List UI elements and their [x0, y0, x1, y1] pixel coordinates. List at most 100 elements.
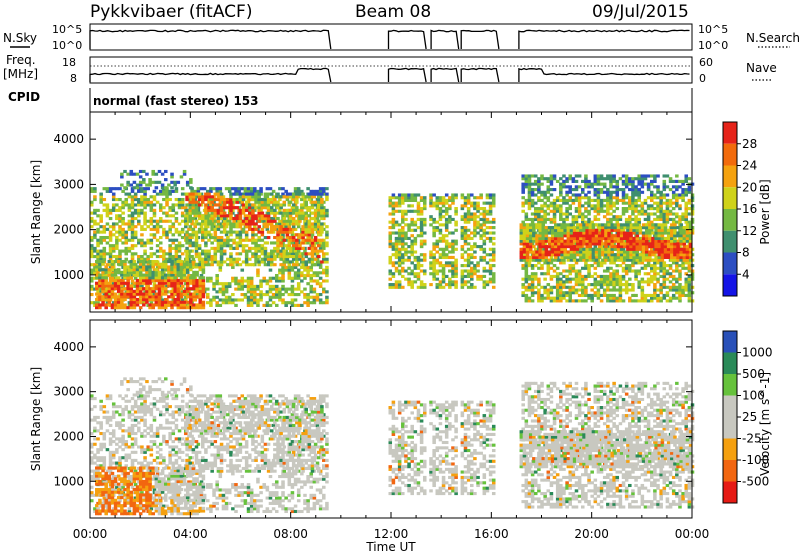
- power-cell: [232, 257, 236, 261]
- power-cell: [577, 198, 582, 202]
- power-cell: [98, 292, 102, 296]
- power-cell: [637, 196, 641, 200]
- power-cell: [160, 306, 165, 310]
- power-cell: [407, 223, 411, 227]
- power-cell: [201, 295, 206, 299]
- power-cell: [266, 200, 271, 204]
- power-cell: [485, 209, 490, 213]
- power-cell: [488, 220, 493, 224]
- power-cell: [441, 272, 446, 276]
- power-cell: [562, 220, 566, 224]
- power-cell: [291, 222, 296, 226]
- power-cell: [301, 260, 305, 264]
- power-cell: [325, 197, 329, 202]
- power-cell: [470, 253, 474, 257]
- power-cell: [132, 180, 137, 184]
- power-cell: [441, 253, 446, 257]
- power-cell: [287, 241, 292, 245]
- power-cell: [606, 274, 610, 279]
- power-cell: [207, 200, 211, 204]
- power-cell: [174, 187, 179, 191]
- power-cell: [391, 272, 396, 276]
- power-cell: [388, 226, 393, 230]
- power-cell: [571, 177, 576, 181]
- power-cell: [126, 295, 130, 299]
- power-cell: [322, 227, 326, 231]
- power-cell: [549, 274, 554, 279]
- power-cell: [237, 200, 241, 204]
- power-cell: [562, 291, 566, 295]
- power-cell: [266, 219, 271, 223]
- power-cell: [482, 258, 487, 262]
- power-cell: [238, 197, 243, 202]
- power-cell: [160, 292, 165, 296]
- power-cell: [488, 253, 493, 257]
- power-cell: [179, 262, 184, 266]
- power-cell: [555, 255, 560, 260]
- power-cell: [234, 279, 238, 283]
- power-cell: [460, 196, 465, 200]
- power-cell: [167, 284, 171, 288]
- power-cell: [158, 189, 163, 193]
- power-cell: [391, 209, 396, 213]
- power-cell: [266, 206, 271, 210]
- power-cell: [133, 276, 138, 280]
- power-cell: [606, 293, 610, 298]
- power-cell: [90, 225, 94, 229]
- power-cell: [285, 230, 290, 234]
- power-cell: [466, 228, 471, 232]
- power-cell: [649, 174, 654, 178]
- power-cell: [533, 215, 538, 219]
- power-cell: [568, 280, 572, 284]
- power-cell: [209, 303, 213, 307]
- power-cell: [649, 198, 654, 202]
- power-cell: [232, 241, 236, 245]
- power-cell: [397, 261, 402, 265]
- power-cell: [559, 215, 563, 219]
- power-cell: [138, 278, 143, 283]
- power-cell: [120, 262, 124, 266]
- power-cell: [422, 231, 427, 235]
- power-cell: [244, 230, 249, 234]
- power-cell: [95, 292, 99, 296]
- power-cell: [612, 209, 616, 213]
- power-cell: [96, 227, 100, 231]
- power-cell: [268, 284, 273, 288]
- power-cell: [132, 295, 137, 299]
- power-cell: [263, 249, 268, 253]
- power-cell: [643, 174, 648, 178]
- power-cell: [197, 252, 202, 256]
- power-cell: [138, 273, 143, 277]
- power-cell: [254, 197, 258, 202]
- power-cell: [192, 281, 196, 285]
- power-cell: [219, 241, 224, 245]
- power-cell: [637, 269, 641, 273]
- power-cell: [454, 223, 458, 227]
- power-cell: [195, 295, 199, 299]
- power-cell: [149, 216, 154, 221]
- power-cell: [565, 212, 569, 216]
- power-cell: [213, 230, 218, 234]
- power-cell: [413, 250, 418, 254]
- power-cell: [301, 238, 305, 242]
- power-cell: [155, 219, 160, 223]
- power-cell: [279, 225, 283, 229]
- power-cell: [271, 189, 276, 193]
- power-cell: [559, 280, 563, 284]
- power-cell: [279, 203, 283, 207]
- power-cell: [454, 220, 458, 224]
- power-cell: [116, 281, 121, 285]
- power-cell: [221, 298, 226, 302]
- power-cell: [590, 198, 594, 202]
- power-cell: [312, 241, 317, 245]
- power-cell: [397, 280, 402, 284]
- power-cell: [631, 299, 635, 303]
- power-cell: [596, 207, 601, 211]
- power-cell: [441, 198, 446, 202]
- power-cell: [571, 201, 576, 205]
- power-cell: [282, 216, 287, 221]
- power-cell: [138, 262, 143, 266]
- power-cell: [307, 238, 312, 242]
- power-cell: [609, 196, 613, 200]
- power-cell: [291, 208, 296, 212]
